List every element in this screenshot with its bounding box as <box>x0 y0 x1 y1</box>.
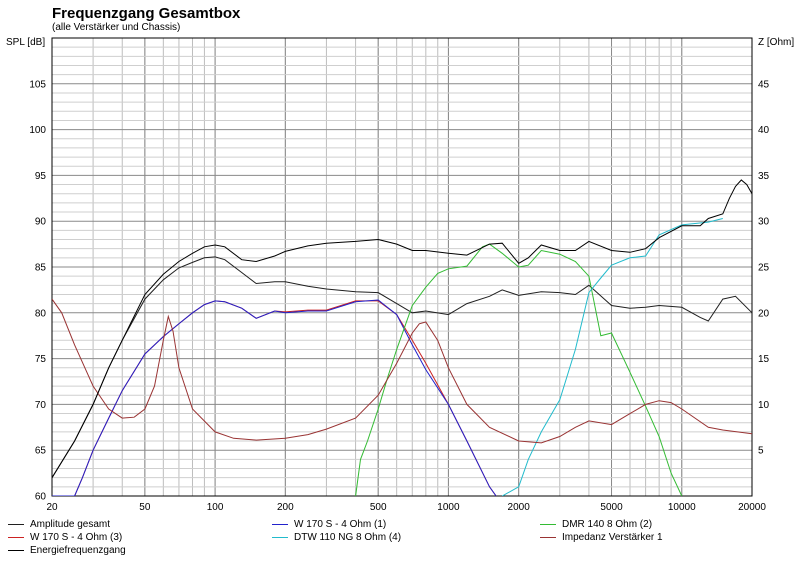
x-tick-label: 500 <box>370 502 387 513</box>
x-tick-label: 20 <box>46 502 58 513</box>
y-tick-label: 100 <box>29 125 46 136</box>
y-tick-label: 70 <box>35 400 47 411</box>
y-tick-label: 90 <box>35 217 47 228</box>
y-tick-label: 65 <box>35 446 47 457</box>
y2-tick-label: 10 <box>758 400 770 411</box>
legend-item: Energiefrequenzgang <box>8 545 126 557</box>
y-tick-label: 95 <box>35 171 47 182</box>
y-tick-label: 60 <box>35 492 47 503</box>
y-tick-label: 80 <box>35 308 47 319</box>
tick-labels: 20 50 100 200 500 1000 2000 5000 10000 20000 60 65 7… <box>29 79 769 513</box>
y2-tick-label: 40 <box>758 125 770 136</box>
series-line-1 <box>52 256 752 478</box>
legend-label: Energiefrequenzgang <box>30 545 126 556</box>
legend-item: W 170 S - 4 Ohm (1) <box>272 519 386 531</box>
legend-swatch <box>8 549 24 551</box>
y-tick-label: 105 <box>29 79 46 90</box>
legend-label: W 170 S - 4 Ohm (1) <box>294 519 387 530</box>
y-tick-label: 85 <box>35 263 47 274</box>
legend-label: DTW 110 NG 8 Ohm (4) <box>294 532 402 543</box>
y2-tick-label: 30 <box>758 217 770 228</box>
y2-tick-label: 20 <box>758 308 770 319</box>
y-axis-label: SPL [dB] <box>6 37 46 48</box>
y2-tick-label: 5 <box>758 446 764 457</box>
legend-swatch <box>540 536 556 538</box>
y-tick-label: 75 <box>35 354 47 365</box>
legend-item: Amplitude gesamt <box>8 519 110 531</box>
y2-tick-label: 45 <box>758 79 770 90</box>
legend-swatch <box>540 523 556 525</box>
x-tick-label: 20000 <box>738 502 766 513</box>
series-lines <box>52 179 752 496</box>
legend-item: DTW 110 NG 8 Ohm (4) <box>272 532 401 544</box>
x-tick-label: 100 <box>207 502 224 513</box>
grid <box>51 37 753 497</box>
plot-frame <box>51 37 753 497</box>
legend-swatch <box>272 523 288 525</box>
chart-title: Frequenzgang Gesamtbox <box>52 5 241 22</box>
x-tick-label: 200 <box>277 502 294 513</box>
legend-item: Impedanz Verstärker 1 <box>540 532 663 544</box>
legend-label: W 170 S - 4 Ohm (3) <box>30 532 123 543</box>
series-line-3 <box>52 299 497 496</box>
legend-swatch <box>8 536 24 538</box>
legend-label: Amplitude gesamt <box>30 519 111 530</box>
legend-swatch <box>272 536 288 538</box>
series-line-5 <box>501 218 723 496</box>
series-line-7 <box>52 179 752 478</box>
x-tick-label: 50 <box>139 502 151 513</box>
x-tick-label: 1000 <box>437 502 460 513</box>
legend-swatch <box>8 523 24 525</box>
legend-item: DMR 140 8 Ohm (2) <box>540 519 652 531</box>
series-line-6 <box>52 298 752 444</box>
x-tick-label: 5000 <box>600 502 623 513</box>
x-tick-label: 2000 <box>508 502 531 513</box>
y2-tick-label: 35 <box>758 171 770 182</box>
legend-label: DMR 140 8 Ohm (2) <box>562 519 653 530</box>
y2-tick-label: 25 <box>758 263 770 274</box>
legend-label: Impedanz Verstärker 1 <box>562 532 663 543</box>
chart-subtitle: (alle Verstärker und Chassis) <box>52 22 181 33</box>
legend-item: W 170 S - 4 Ohm (3) <box>8 532 122 544</box>
y2-tick-label: 15 <box>758 354 770 365</box>
y2-axis-label: Z [Ohm] <box>758 37 795 48</box>
x-tick-label: 10000 <box>668 502 696 513</box>
series-line-4 <box>355 243 683 496</box>
